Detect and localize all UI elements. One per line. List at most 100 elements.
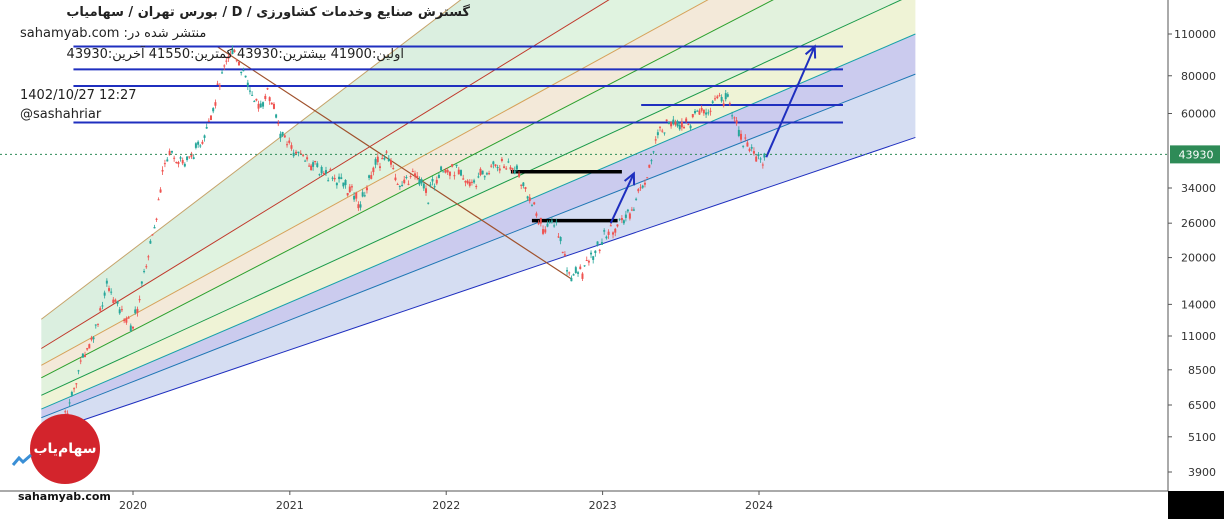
candle-body bbox=[292, 152, 295, 157]
candle-body bbox=[145, 266, 148, 268]
candle-body bbox=[103, 292, 106, 296]
y-tick-label: 8500 bbox=[1188, 364, 1216, 377]
candle-body bbox=[579, 266, 582, 270]
candle-body bbox=[84, 355, 87, 357]
candle-body bbox=[479, 168, 482, 175]
candle-body bbox=[650, 160, 653, 162]
fan-line bbox=[41, 33, 916, 410]
candle-body bbox=[418, 179, 421, 185]
candle-body bbox=[168, 150, 171, 156]
candle-body bbox=[691, 114, 694, 118]
x-tick-label: 2024 bbox=[745, 499, 773, 512]
y-tick-label: 60000 bbox=[1181, 107, 1216, 120]
candle-body bbox=[112, 299, 115, 304]
candle-body bbox=[470, 181, 473, 183]
candle-body bbox=[468, 181, 471, 186]
candle-body bbox=[286, 144, 289, 146]
candle-body bbox=[600, 242, 603, 245]
candle-body bbox=[755, 156, 758, 162]
candle-body bbox=[587, 260, 590, 263]
candle-body bbox=[77, 370, 80, 372]
candle-body bbox=[353, 195, 356, 200]
candle-body bbox=[505, 168, 508, 170]
candle-body bbox=[646, 177, 649, 179]
candle-body bbox=[338, 176, 341, 180]
candle-body bbox=[440, 166, 443, 171]
candle-body bbox=[173, 157, 176, 159]
candle-body bbox=[251, 94, 254, 96]
candle-body bbox=[116, 301, 119, 304]
candle-body bbox=[99, 308, 102, 311]
candle-body bbox=[570, 277, 573, 282]
publisher-label: sahamyab.com :منتشر شده در bbox=[20, 26, 207, 41]
candle-body bbox=[698, 110, 701, 115]
candle-body bbox=[374, 159, 377, 165]
candle-body bbox=[153, 227, 156, 229]
candle-body bbox=[462, 178, 465, 180]
candle-body bbox=[237, 61, 240, 66]
candle-body bbox=[705, 112, 708, 115]
candle-body bbox=[240, 71, 243, 74]
candle-body bbox=[346, 192, 349, 196]
candle-body bbox=[257, 103, 260, 109]
candle-body bbox=[530, 205, 533, 207]
candle-body bbox=[297, 151, 300, 154]
candle-body bbox=[616, 224, 619, 227]
candle-body bbox=[216, 83, 219, 85]
candle-body bbox=[670, 122, 673, 127]
candle-body bbox=[752, 151, 755, 154]
candle-body bbox=[659, 126, 662, 128]
candle-body bbox=[711, 101, 714, 103]
candle-body bbox=[302, 154, 305, 156]
candle-body bbox=[151, 234, 154, 236]
candle-body bbox=[235, 60, 238, 62]
candle-body bbox=[694, 111, 697, 114]
candle-body bbox=[401, 184, 404, 186]
candle-body bbox=[149, 240, 152, 244]
candle-body bbox=[306, 157, 309, 160]
candle-body bbox=[665, 119, 668, 121]
candle-body bbox=[475, 186, 478, 188]
x-tick-label: 2021 bbox=[276, 499, 304, 512]
candle-body bbox=[553, 225, 556, 227]
candle-body bbox=[453, 175, 456, 177]
candle-body bbox=[466, 180, 469, 184]
candle-body bbox=[242, 70, 245, 72]
candle-body bbox=[407, 183, 410, 185]
candle-body bbox=[344, 180, 347, 186]
candle-body bbox=[500, 158, 503, 162]
fan-line bbox=[41, 73, 916, 419]
candle-body bbox=[199, 145, 202, 147]
candle-body bbox=[105, 280, 108, 284]
candle-body bbox=[387, 158, 390, 162]
candle-body bbox=[507, 161, 510, 163]
candle-body bbox=[722, 103, 725, 106]
candle-body bbox=[672, 119, 675, 125]
candle-body bbox=[205, 126, 208, 129]
candle-body bbox=[327, 180, 330, 182]
candle-body bbox=[177, 162, 180, 165]
candle-body bbox=[359, 204, 362, 208]
candle-body bbox=[609, 225, 612, 227]
candle-body bbox=[279, 133, 282, 139]
candle-body bbox=[535, 213, 538, 216]
candle-body bbox=[639, 187, 642, 189]
candle-body bbox=[259, 103, 262, 108]
candle-body bbox=[714, 98, 717, 100]
candle-body bbox=[181, 159, 184, 164]
candle-body bbox=[299, 153, 302, 155]
candle-body bbox=[539, 217, 542, 224]
candle-body bbox=[574, 267, 577, 274]
candle-body bbox=[444, 169, 447, 173]
candle-body bbox=[170, 151, 173, 153]
candle-body bbox=[283, 135, 286, 138]
candle-body bbox=[288, 140, 291, 143]
time-axis-bg bbox=[0, 491, 1168, 519]
candle-body bbox=[685, 118, 688, 122]
candle-body bbox=[183, 163, 186, 167]
candle-body bbox=[223, 65, 226, 67]
candle-body bbox=[157, 199, 160, 201]
candle-body bbox=[498, 168, 501, 171]
candle-body bbox=[544, 229, 547, 233]
